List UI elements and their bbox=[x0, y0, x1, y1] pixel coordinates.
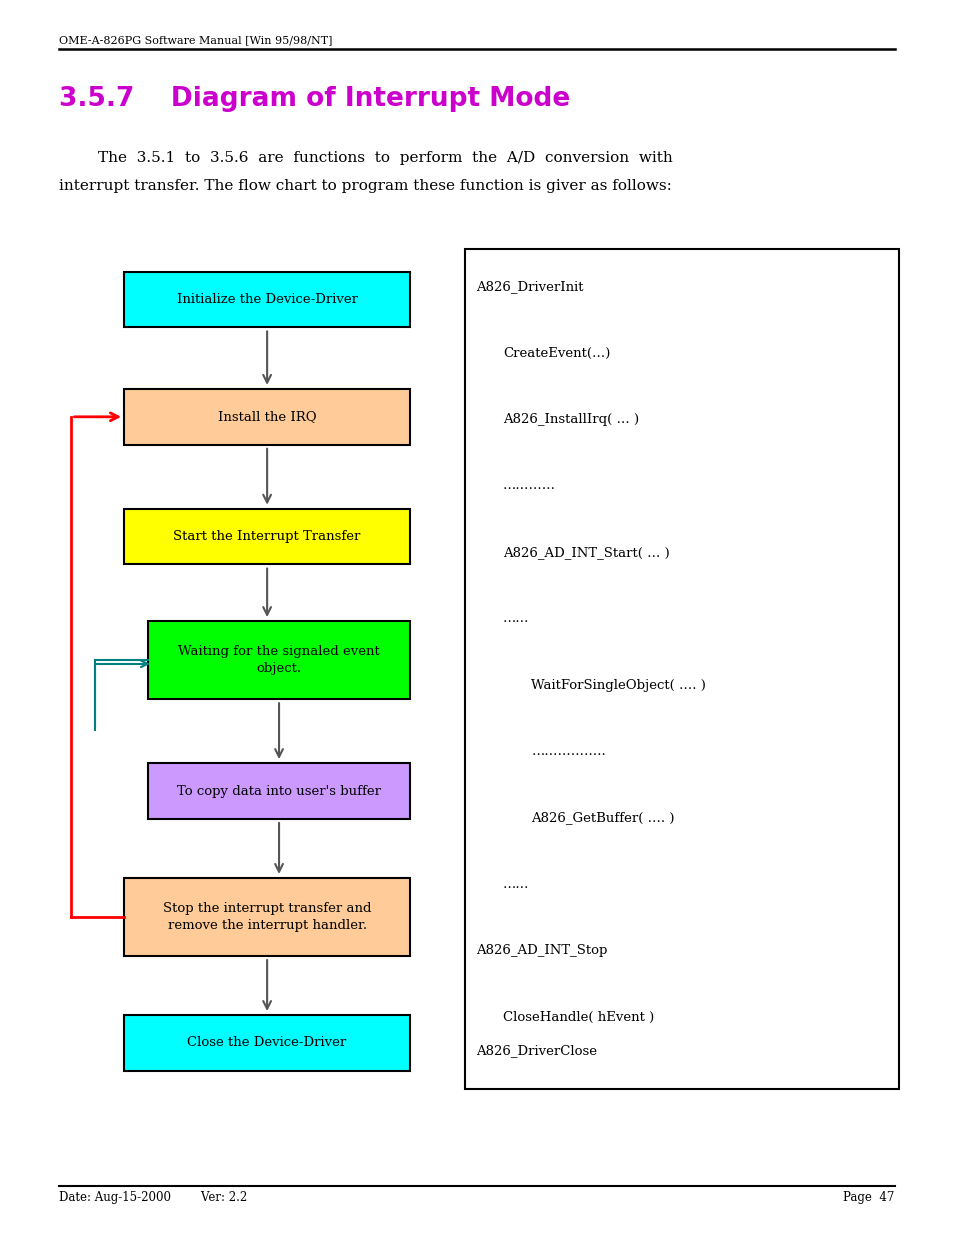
Text: WaitForSingleObject( …. ): WaitForSingleObject( …. ) bbox=[531, 679, 705, 692]
Text: The  3.5.1  to  3.5.6  are  functions  to  perform  the  A/D  conversion  with: The 3.5.1 to 3.5.6 are functions to perf… bbox=[59, 151, 672, 164]
Text: Install the IRQ: Install the IRQ bbox=[217, 410, 316, 424]
Text: Waiting for the signaled event
object.: Waiting for the signaled event object. bbox=[178, 645, 379, 676]
Text: ……………..: …………….. bbox=[531, 745, 605, 758]
Text: ……: …… bbox=[502, 613, 529, 625]
Text: Page  47: Page 47 bbox=[842, 1191, 894, 1204]
Text: Stop the interrupt transfer and
remove the interrupt handler.: Stop the interrupt transfer and remove t… bbox=[163, 902, 371, 932]
Bar bbox=[124, 878, 410, 956]
Text: Initialize the Device-Driver: Initialize the Device-Driver bbox=[176, 293, 357, 306]
Text: Close the Device-Driver: Close the Device-Driver bbox=[188, 1036, 346, 1050]
Text: OME-A-826PG Software Manual [Win 95/98/NT]: OME-A-826PG Software Manual [Win 95/98/N… bbox=[59, 36, 333, 46]
Bar bbox=[124, 509, 410, 564]
Text: 3.5.7    Diagram of Interrupt Mode: 3.5.7 Diagram of Interrupt Mode bbox=[59, 86, 570, 112]
Bar bbox=[124, 389, 410, 445]
Text: interrupt transfer. The flow chart to program these function is giver as follows: interrupt transfer. The flow chart to pr… bbox=[59, 179, 671, 193]
Text: CreateEvent(…): CreateEvent(…) bbox=[502, 347, 610, 359]
Bar bbox=[124, 1015, 410, 1071]
Text: A826_DriverClose: A826_DriverClose bbox=[476, 1044, 597, 1057]
Text: A826_DriverInit: A826_DriverInit bbox=[476, 280, 583, 294]
Text: Start the Interrupt Transfer: Start the Interrupt Transfer bbox=[173, 530, 360, 543]
Bar bbox=[148, 763, 410, 819]
Text: To copy data into user's buffer: To copy data into user's buffer bbox=[177, 784, 380, 798]
Text: A826_AD_INT_Stop: A826_AD_INT_Stop bbox=[476, 944, 607, 957]
Text: …………: ………… bbox=[502, 479, 556, 493]
Text: ……: …… bbox=[502, 878, 529, 890]
Bar bbox=[148, 621, 410, 699]
Text: Date: Aug-15-2000        Ver: 2.2: Date: Aug-15-2000 Ver: 2.2 bbox=[59, 1191, 247, 1204]
Text: CloseHandle( hEvent ): CloseHandle( hEvent ) bbox=[502, 1010, 654, 1024]
Bar bbox=[464, 249, 898, 1089]
Text: A826_InstallIrq( … ): A826_InstallIrq( … ) bbox=[502, 414, 639, 426]
Bar bbox=[124, 272, 410, 327]
Text: A826_GetBuffer( …. ): A826_GetBuffer( …. ) bbox=[531, 811, 674, 825]
Text: A826_AD_INT_Start( … ): A826_AD_INT_Start( … ) bbox=[502, 546, 669, 559]
